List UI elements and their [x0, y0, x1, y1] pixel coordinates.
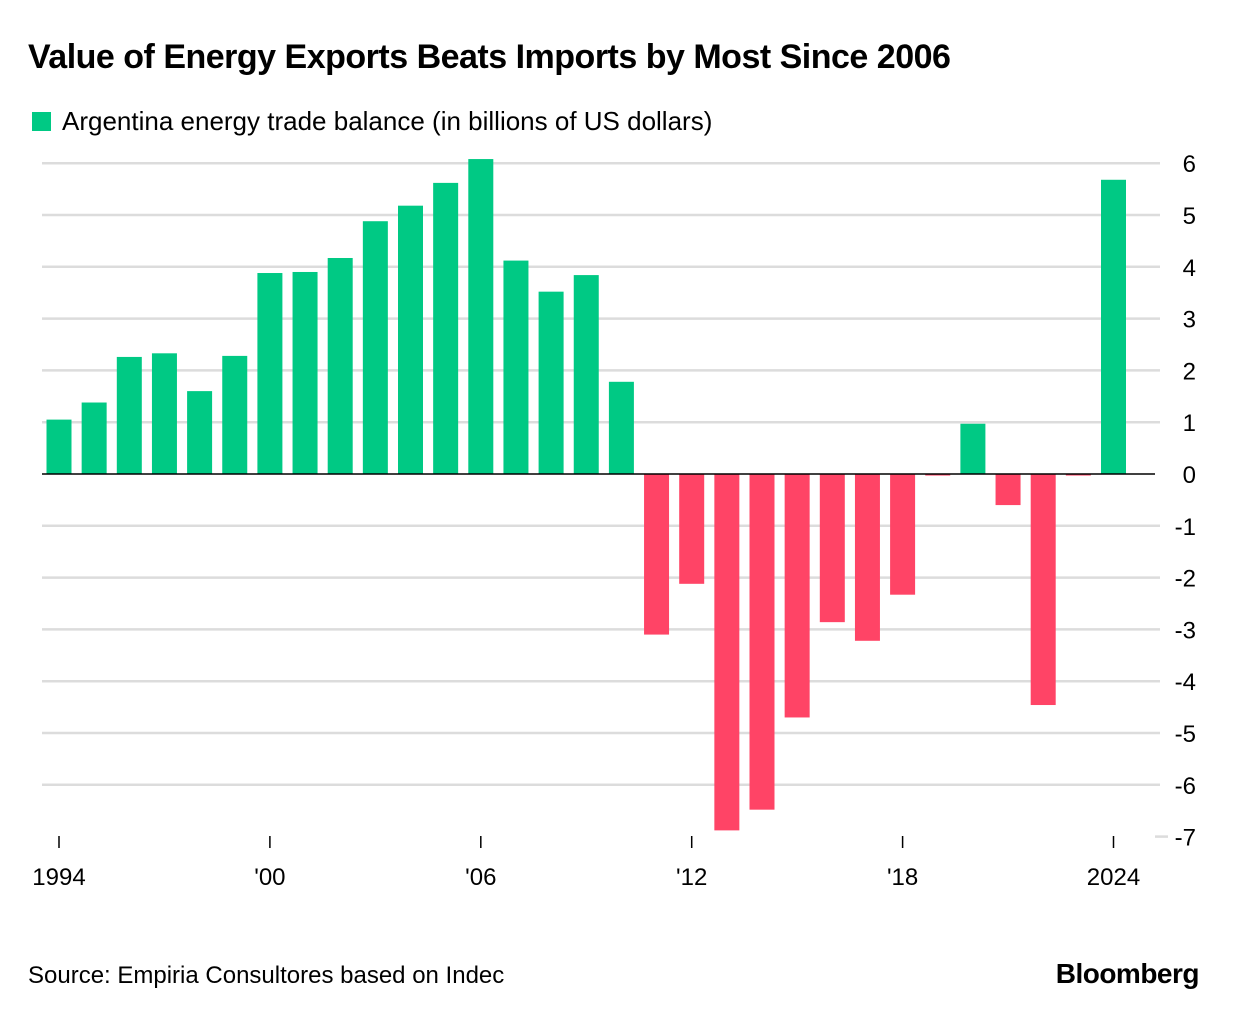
- y-tick-label: 0: [1183, 462, 1196, 489]
- bar-2014: [749, 474, 775, 810]
- bar-2004: [398, 205, 423, 474]
- legend-swatch: [32, 112, 51, 131]
- y-tick-label: -1: [1175, 514, 1196, 541]
- y-tick-label: -4: [1175, 669, 1196, 696]
- bar-2011: [644, 474, 670, 635]
- x-tick-label: '00: [254, 864, 285, 891]
- x-tick-label: '12: [676, 864, 707, 891]
- legend-label: Argentina energy trade balance (in billi…: [62, 106, 713, 136]
- bar-2015: [784, 474, 810, 718]
- y-tick-label: -7: [1175, 825, 1196, 852]
- bars: [46, 159, 1126, 831]
- bar-2013: [714, 474, 740, 831]
- y-tick-label: 2: [1183, 358, 1196, 385]
- bar-2000: [257, 273, 283, 474]
- bar-2002: [327, 257, 353, 474]
- y-tick-label: 5: [1183, 203, 1196, 230]
- x-tick-label: '18: [887, 864, 918, 891]
- bar-2018: [890, 474, 916, 595]
- bar-2003: [362, 221, 388, 474]
- source-note: Source: Empiria Consultores based on Ind…: [28, 962, 505, 989]
- bar-1998: [187, 391, 213, 474]
- bar-2006: [468, 159, 494, 474]
- bar-2007: [503, 260, 529, 474]
- y-tick-label: -3: [1175, 617, 1196, 644]
- axes: 6 5 4 3 2 1 0 -1 -2 -3 -4 -5 -6 -7 1994 '00 '06 '12 '18 202…: [32, 151, 1196, 891]
- y-tick-label: -5: [1175, 721, 1196, 748]
- bar-2005: [433, 182, 459, 474]
- bar-2017: [854, 474, 880, 641]
- y-tick-label: 6: [1183, 151, 1196, 178]
- y-tick-label: 1: [1183, 410, 1196, 437]
- bar-2010: [608, 381, 634, 474]
- bar-2023: [1065, 474, 1091, 476]
- x-tick-label: 1994: [32, 864, 85, 891]
- chart-title: Value of Energy Exports Beats Imports by…: [28, 38, 951, 76]
- bar-2009: [573, 275, 599, 474]
- x-tick-label: '06: [465, 864, 496, 891]
- bar-2012: [679, 474, 705, 584]
- y-tick-label: 3: [1183, 307, 1196, 334]
- y-tick-label: 4: [1183, 255, 1196, 282]
- bar-1999: [222, 355, 248, 474]
- bar-2008: [538, 291, 564, 474]
- legend: Argentina energy trade balance (in billi…: [32, 106, 712, 137]
- bar-2016: [819, 474, 845, 623]
- bloomberg-logo: Bloomberg: [1055, 958, 1200, 989]
- y-tick-label: -6: [1175, 773, 1196, 800]
- bar-2020: [960, 423, 986, 474]
- bar-2001: [292, 271, 318, 474]
- y-tick-label: -2: [1175, 566, 1196, 593]
- bar-1996: [116, 356, 142, 474]
- bar-2021: [995, 474, 1021, 506]
- bar-2022: [1030, 474, 1056, 706]
- bar-1995: [81, 402, 107, 474]
- bar-1994: [46, 419, 72, 474]
- bar-2019: [925, 474, 951, 476]
- bar-2024: [1101, 179, 1126, 474]
- x-tick-label: 2024: [1087, 864, 1140, 891]
- bar-1997: [151, 353, 177, 474]
